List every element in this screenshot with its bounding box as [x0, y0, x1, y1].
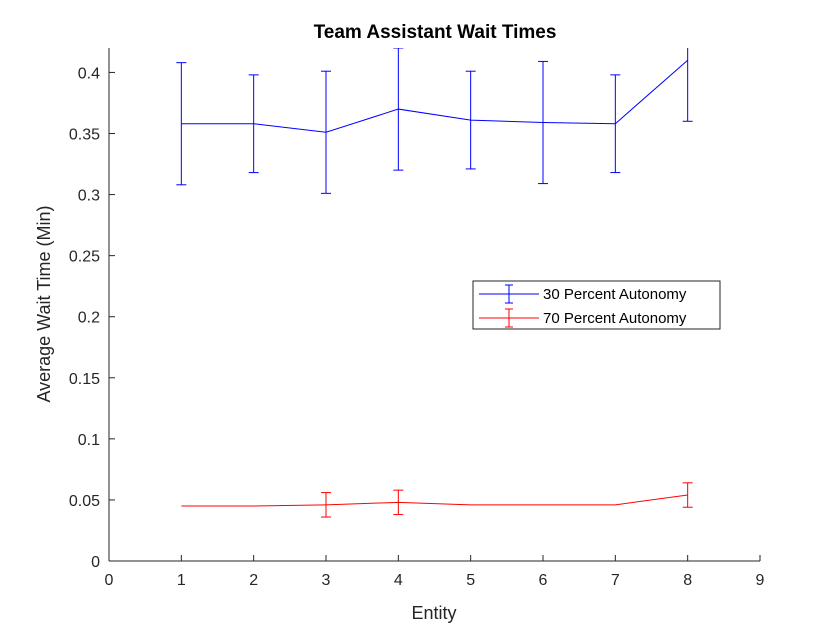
- legend-item-2: 70 Percent Autonomy: [479, 308, 687, 328]
- error-bar: [321, 70, 331, 194]
- y-tick-label: 0.25: [69, 249, 100, 266]
- error-bar: [393, 489, 404, 516]
- error-bar: [176, 62, 187, 186]
- x-tick-label: 3: [322, 572, 331, 589]
- legend: 30 Percent Autonomy 70 Percent Autonomy: [472, 280, 721, 330]
- error-bar: [393, 48, 404, 171]
- y-tick-label: 0.05: [69, 493, 100, 510]
- chart-title: Team Assistant Wait Times: [314, 22, 557, 43]
- y-tick-label: 0.15: [69, 371, 100, 388]
- y-axis-label: Average Wait Time (Min): [34, 205, 54, 402]
- legend-label: 30 Percent Autonomy: [543, 286, 687, 303]
- error-bar: [610, 74, 621, 174]
- y-tick-label: 0.1: [78, 432, 100, 449]
- y-tick-label: 0.35: [69, 127, 100, 144]
- y-tick-label: 0.2: [78, 310, 100, 327]
- x-tick-label: 8: [683, 572, 692, 589]
- legend-label: 70 Percent Autonomy: [543, 310, 687, 327]
- x-tick-label: 0: [105, 572, 114, 589]
- series-line: [181, 494, 688, 507]
- y-tick-label: 0: [91, 554, 100, 571]
- x-tick-label: 9: [756, 572, 765, 589]
- x-tick-label: 2: [249, 572, 258, 589]
- error-bar: [248, 74, 259, 174]
- series-line: [181, 59, 688, 133]
- series-2: [181, 482, 693, 518]
- x-tick-label: 7: [611, 572, 620, 589]
- y-tick-label: 0.4: [78, 65, 100, 82]
- x-tick-label: 6: [539, 572, 548, 589]
- x-axis-label: Entity: [411, 603, 456, 623]
- legend-item-1: 30 Percent Autonomy: [479, 284, 687, 304]
- x-tick-label: 5: [466, 572, 475, 589]
- error-bar: [682, 482, 693, 508]
- x-tick-label: 4: [394, 572, 403, 589]
- error-bar: [538, 60, 548, 185]
- error-bar: [682, 48, 693, 122]
- series-1: [176, 48, 693, 194]
- x-tick-label: 1: [177, 572, 186, 589]
- plot-area: [176, 48, 693, 518]
- legend-box: [472, 280, 721, 330]
- error-bar: [321, 492, 331, 518]
- y-tick-label: 0.3: [78, 188, 100, 205]
- error-bar: [465, 70, 476, 170]
